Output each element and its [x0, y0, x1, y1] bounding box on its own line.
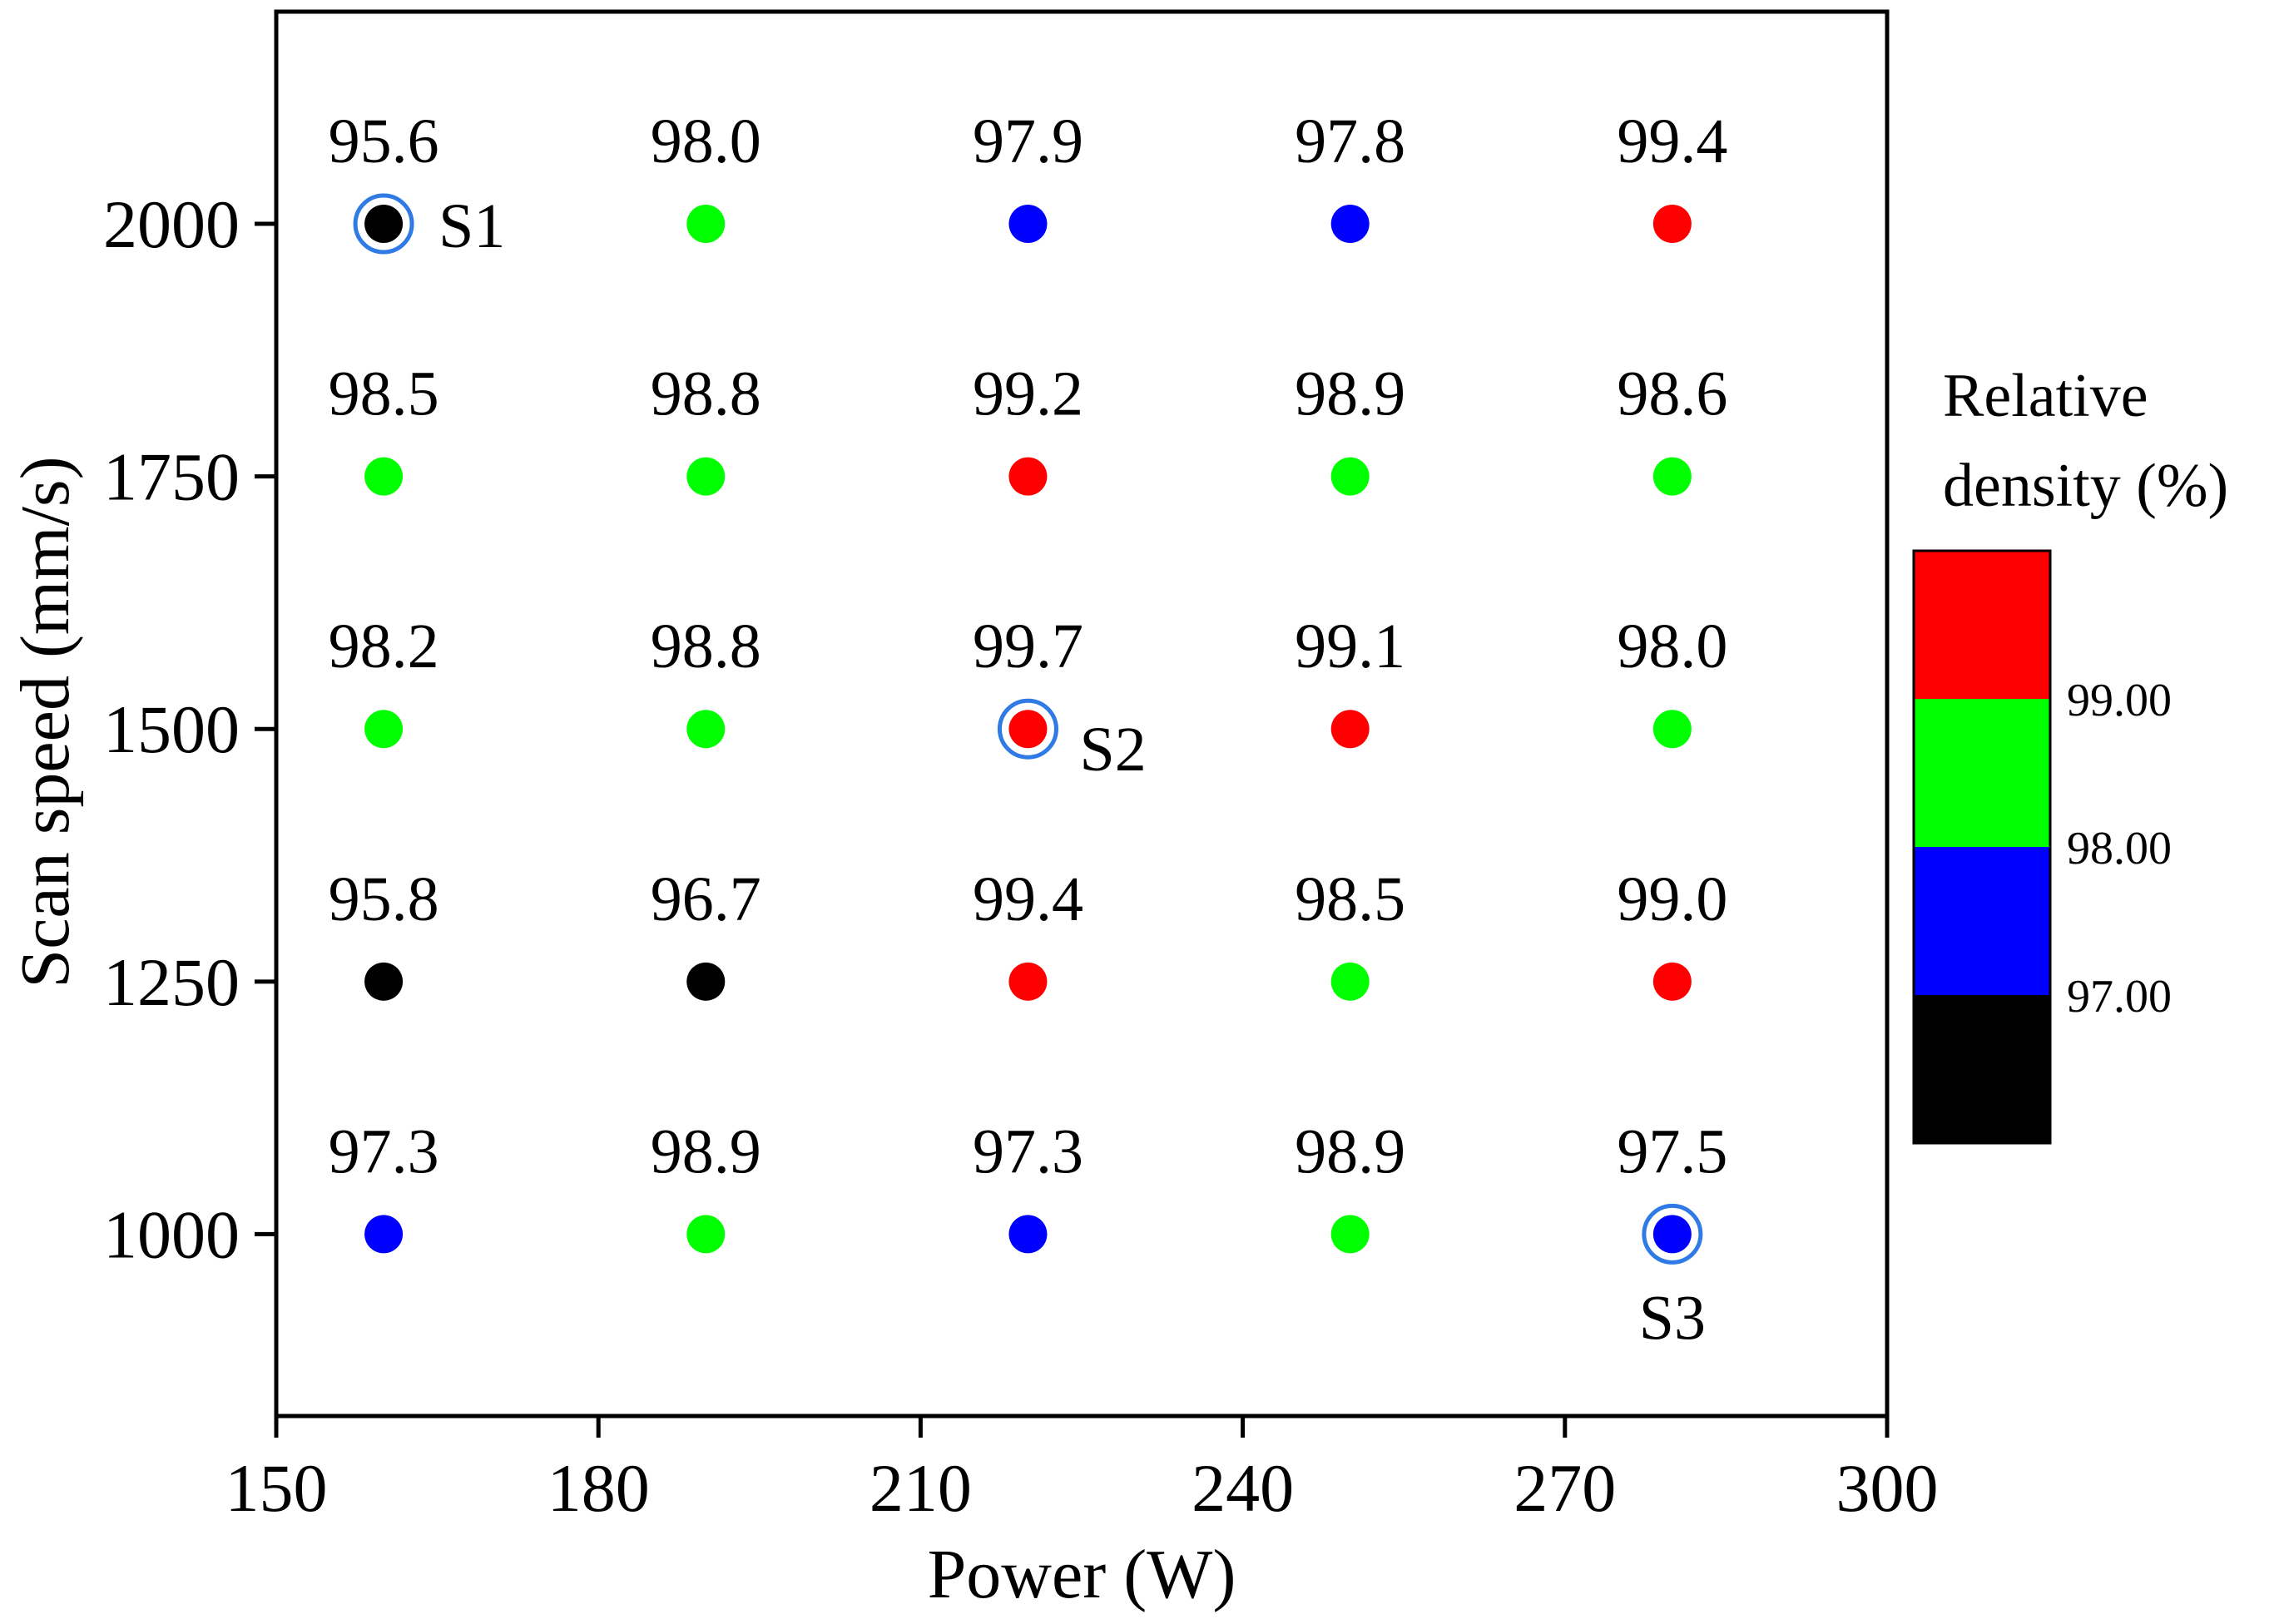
colorbar-tick-label: 97.00 [2067, 971, 2172, 1022]
x-tick-label: 300 [1836, 1450, 1939, 1526]
data-point [1008, 962, 1048, 1001]
data-label: 99.1 [1295, 611, 1405, 681]
data-label: 98.8 [651, 611, 761, 681]
data-label: 99.7 [973, 611, 1083, 681]
data-label: 97.3 [973, 1116, 1083, 1186]
point-annotation-s3: S3 [1639, 1283, 1706, 1353]
colorbar-bin [1914, 551, 2050, 699]
colorbar-title-line1: Relative [1943, 362, 2148, 430]
data-point [1652, 1215, 1692, 1254]
data-label: 98.9 [1295, 359, 1405, 429]
data-point [1330, 1215, 1370, 1254]
data-label: 99.4 [1617, 106, 1727, 176]
data-label: 98.9 [651, 1116, 761, 1186]
data-label: 97.9 [973, 106, 1083, 176]
plot-frame [274, 9, 1890, 1419]
data-label: 99.0 [1617, 864, 1727, 934]
data-label: 98.9 [1295, 1116, 1405, 1186]
data-point [686, 457, 726, 496]
data-point [364, 962, 404, 1001]
data-point [1330, 962, 1370, 1001]
data-label: 98.6 [1617, 359, 1727, 429]
data-label: 98.8 [651, 359, 761, 429]
y-tick-label: 2000 [103, 186, 240, 262]
data-point [1008, 457, 1048, 496]
y-axis-title: Scan speed (mm/s) [7, 456, 84, 988]
x-tick-label: 240 [1192, 1450, 1294, 1526]
highlight-ring-s1 [353, 193, 414, 255]
data-point [364, 710, 404, 749]
data-point [1330, 457, 1370, 496]
data-label: 97.3 [329, 1116, 439, 1186]
colorbar-bin [1914, 995, 2050, 1143]
data-label: 95.6 [329, 106, 439, 176]
x-tick-label: 180 [547, 1450, 650, 1526]
y-tick-label: 1000 [103, 1196, 240, 1272]
x-tick-label: 150 [225, 1450, 328, 1526]
data-point [364, 457, 404, 496]
data-label: 98.2 [329, 611, 439, 681]
data-label: 97.5 [1617, 1116, 1727, 1186]
data-point [1652, 205, 1692, 244]
data-label: 99.2 [973, 359, 1083, 429]
data-point [1330, 710, 1370, 749]
point-annotation-s1: S1 [438, 191, 505, 261]
data-point [364, 205, 404, 244]
x-tick-label: 270 [1514, 1450, 1616, 1526]
y-tick-label: 1250 [103, 944, 240, 1020]
data-label: 96.7 [651, 864, 761, 934]
x-tick-label: 210 [869, 1450, 972, 1526]
colorbar-frame [1912, 549, 2052, 1145]
colorbar-title-line2: density (%) [1943, 452, 2228, 520]
data-label: 98.5 [1295, 864, 1405, 934]
x-axis-title: Power (W) [928, 1536, 1236, 1613]
data-point [1008, 205, 1048, 244]
data-label: 95.8 [329, 864, 439, 934]
data-point [364, 1215, 404, 1254]
colorbar-tick-label: 98.00 [2067, 823, 2172, 874]
data-label: 98.5 [329, 359, 439, 429]
point-annotation-s2: S2 [1079, 715, 1146, 785]
data-point [686, 710, 726, 749]
data-label: 98.0 [651, 106, 761, 176]
data-point [1652, 457, 1692, 496]
data-label: 98.0 [1617, 611, 1727, 681]
y-tick-label: 1750 [103, 439, 240, 515]
highlight-ring-s3 [1642, 1203, 1703, 1265]
highlight-ring-s2 [997, 698, 1058, 760]
data-point [1652, 710, 1692, 749]
y-tick-label: 1500 [103, 691, 240, 767]
colorbar-tick-label: 99.00 [2067, 675, 2172, 726]
colorbar-bin [1914, 847, 2050, 995]
colorbar-bin [1914, 699, 2050, 847]
data-point [686, 205, 726, 244]
data-point [1008, 710, 1048, 749]
data-label: 97.8 [1295, 106, 1405, 176]
data-point [686, 962, 726, 1001]
data-point [1008, 1215, 1048, 1254]
data-point [1330, 205, 1370, 244]
data-point [686, 1215, 726, 1254]
data-label: 99.4 [973, 864, 1083, 934]
data-point [1652, 962, 1692, 1001]
